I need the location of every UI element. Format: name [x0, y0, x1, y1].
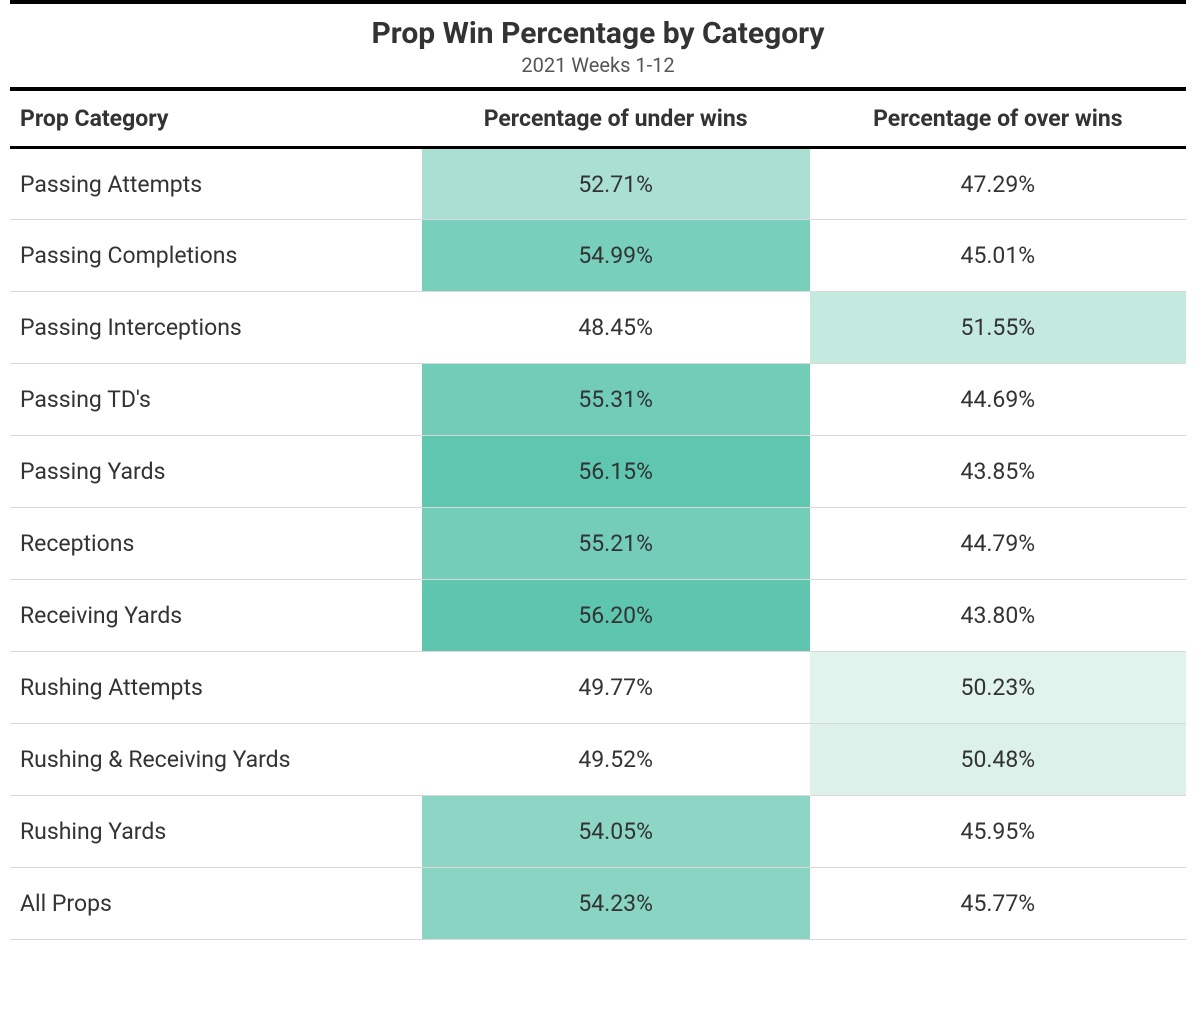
table-row: Passing Interceptions48.45%51.55% [10, 292, 1186, 364]
table-header-row: Prop Category Percentage of under wins P… [10, 91, 1186, 148]
cell-category: Rushing Attempts [10, 652, 422, 724]
cell-over: 45.95% [810, 796, 1186, 868]
table-row: Rushing Attempts49.77%50.23% [10, 652, 1186, 724]
table-row: Receptions55.21%44.79% [10, 508, 1186, 580]
cell-category: Passing TD's [10, 364, 422, 436]
table-row: Passing Yards56.15%43.85% [10, 436, 1186, 508]
cell-under: 54.99% [422, 220, 810, 292]
table-row: Rushing Yards54.05%45.95% [10, 796, 1186, 868]
cell-under: 54.23% [422, 868, 810, 940]
cell-category: Rushing & Receiving Yards [10, 724, 422, 796]
cell-category: Passing Attempts [10, 148, 422, 220]
col-header-under: Percentage of under wins [422, 91, 810, 148]
cell-under: 49.52% [422, 724, 810, 796]
table-row: Passing Attempts52.71%47.29% [10, 148, 1186, 220]
cell-category: All Props [10, 868, 422, 940]
cell-category: Receiving Yards [10, 580, 422, 652]
table-header-block: Prop Win Percentage by Category 2021 Wee… [10, 4, 1186, 91]
cell-under: 56.20% [422, 580, 810, 652]
cell-over: 45.77% [810, 868, 1186, 940]
cell-category: Rushing Yards [10, 796, 422, 868]
cell-category: Passing Interceptions [10, 292, 422, 364]
table-row: All Props54.23%45.77% [10, 868, 1186, 940]
table-row: Rushing & Receiving Yards49.52%50.48% [10, 724, 1186, 796]
cell-under: 48.45% [422, 292, 810, 364]
cell-category: Passing Yards [10, 436, 422, 508]
cell-under: 52.71% [422, 148, 810, 220]
cell-under: 55.21% [422, 508, 810, 580]
col-header-category: Prop Category [10, 91, 422, 148]
table-title: Prop Win Percentage by Category [10, 16, 1186, 51]
cell-over: 50.23% [810, 652, 1186, 724]
col-header-over: Percentage of over wins [810, 91, 1186, 148]
cell-over: 44.69% [810, 364, 1186, 436]
cell-under: 54.05% [422, 796, 810, 868]
cell-category: Passing Completions [10, 220, 422, 292]
table-body: Passing Attempts52.71%47.29%Passing Comp… [10, 148, 1186, 940]
table-row: Passing TD's55.31%44.69% [10, 364, 1186, 436]
cell-under: 55.31% [422, 364, 810, 436]
prop-win-table-wrapper: Prop Win Percentage by Category 2021 Wee… [0, 0, 1196, 940]
cell-over: 50.48% [810, 724, 1186, 796]
cell-under: 56.15% [422, 436, 810, 508]
prop-win-table: Prop Category Percentage of under wins P… [10, 91, 1186, 940]
cell-category: Receptions [10, 508, 422, 580]
cell-over: 45.01% [810, 220, 1186, 292]
cell-over: 47.29% [810, 148, 1186, 220]
cell-under: 49.77% [422, 652, 810, 724]
cell-over: 43.80% [810, 580, 1186, 652]
cell-over: 51.55% [810, 292, 1186, 364]
cell-over: 44.79% [810, 508, 1186, 580]
table-row: Passing Completions54.99%45.01% [10, 220, 1186, 292]
table-subtitle: 2021 Weeks 1-12 [10, 53, 1186, 77]
table-row: Receiving Yards56.20%43.80% [10, 580, 1186, 652]
cell-over: 43.85% [810, 436, 1186, 508]
